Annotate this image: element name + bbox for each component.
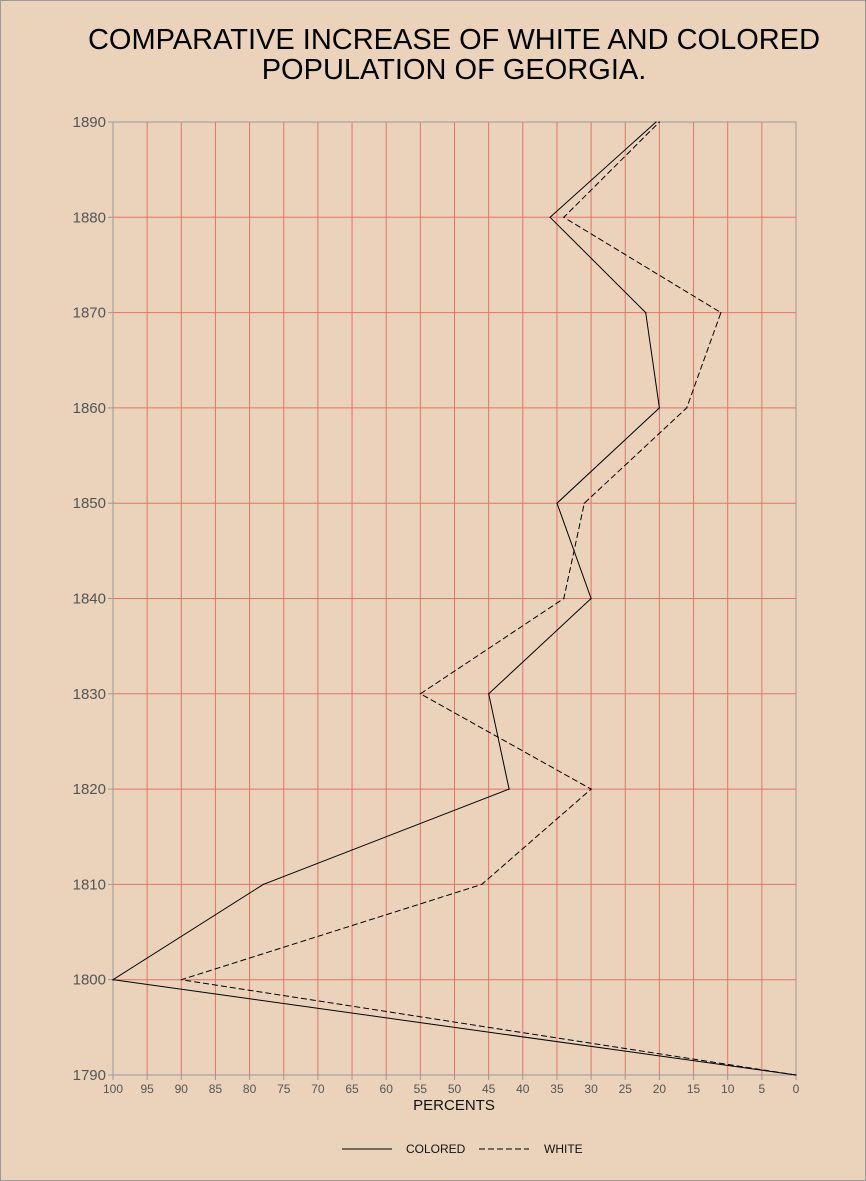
x-axis-label: PERCENTS (413, 1097, 495, 1114)
data-point-white (563, 216, 565, 218)
x-tick-label: 55 (414, 1082, 428, 1096)
x-tick-label: 5 (759, 1082, 766, 1096)
x-tick-label: 25 (619, 1082, 633, 1096)
chart-legend: COLORED WHITE (342, 1142, 583, 1156)
x-tick-label: 80 (243, 1082, 257, 1096)
plot-frame (112, 121, 797, 1076)
data-point-white (658, 121, 661, 123)
y-tick-label: 1860 (73, 400, 106, 417)
y-tick-label: 1850 (73, 495, 106, 512)
y-tick-label: 1890 (73, 114, 106, 131)
chart-grid (113, 122, 796, 1075)
x-tick-label: 0 (793, 1082, 800, 1096)
y-tick-label: 1810 (73, 876, 106, 893)
chart-title: COMPARATIVE INCREASE OF WHITE AND COLORE… (1, 25, 866, 85)
data-point-white (720, 312, 722, 314)
y-tick-label: 1820 (73, 781, 106, 798)
y-tick-label: 1800 (73, 972, 106, 989)
x-tick-label: 35 (550, 1082, 564, 1096)
chart-axes (108, 121, 797, 1080)
data-point-white (686, 407, 688, 409)
data-point-colored (508, 788, 510, 790)
x-tick-label: 10 (721, 1082, 735, 1096)
x-tick-label: 50 (448, 1082, 462, 1096)
data-point-white (590, 788, 592, 790)
x-tick-label: 60 (380, 1082, 394, 1096)
y-tick-label: 1840 (73, 591, 106, 608)
x-tick-label: 70 (311, 1082, 325, 1096)
chart-title-line-2: POPULATION OF GEORGIA. (261, 54, 647, 86)
x-tick-label: 90 (175, 1082, 189, 1096)
y-tick-label: 1880 (73, 209, 106, 226)
legend-white-label: WHITE (544, 1142, 583, 1156)
data-point-white (563, 597, 565, 600)
x-tick-label: 85 (209, 1082, 223, 1096)
x-tick-label: 40 (516, 1082, 530, 1096)
x-tick-label: 75 (277, 1082, 291, 1096)
chart-tick-labels: 100 95 90 85 80 75 70 65 60 55 50 45 40 35 30 25 20 15 10 5… (73, 114, 800, 1096)
data-point-colored (590, 597, 592, 600)
data-point-colored (655, 121, 657, 123)
data-point-colored (549, 216, 551, 218)
x-tick-label: 30 (584, 1082, 598, 1096)
chart-title-line-1: COMPARATIVE INCREASE OF WHITE AND COLORE… (87, 24, 821, 56)
x-tick-label: 65 (345, 1082, 359, 1096)
data-point-colored (262, 883, 264, 886)
x-tick-label: 20 (653, 1082, 667, 1096)
x-tick-label: 100 (103, 1082, 123, 1096)
data-point-colored (658, 407, 661, 409)
y-tick-label: 1870 (73, 305, 106, 322)
x-tick-label: 95 (140, 1082, 154, 1096)
data-point-colored (645, 312, 647, 314)
data-point-colored (488, 693, 490, 695)
data-point-white (481, 883, 483, 886)
chart-series (111, 121, 797, 1076)
legend-colored-label: COLORED (406, 1142, 466, 1156)
data-point-white (419, 693, 421, 695)
data-point-colored (112, 979, 114, 981)
x-tick-label: 15 (687, 1082, 701, 1096)
data-point-white (180, 979, 182, 981)
y-tick-label: 1790 (73, 1067, 106, 1084)
y-tick-label: 1830 (73, 686, 106, 703)
data-point-colored (556, 502, 558, 504)
data-point-white (795, 1074, 797, 1076)
x-tick-label: 45 (482, 1082, 496, 1096)
data-point-white (583, 502, 585, 504)
